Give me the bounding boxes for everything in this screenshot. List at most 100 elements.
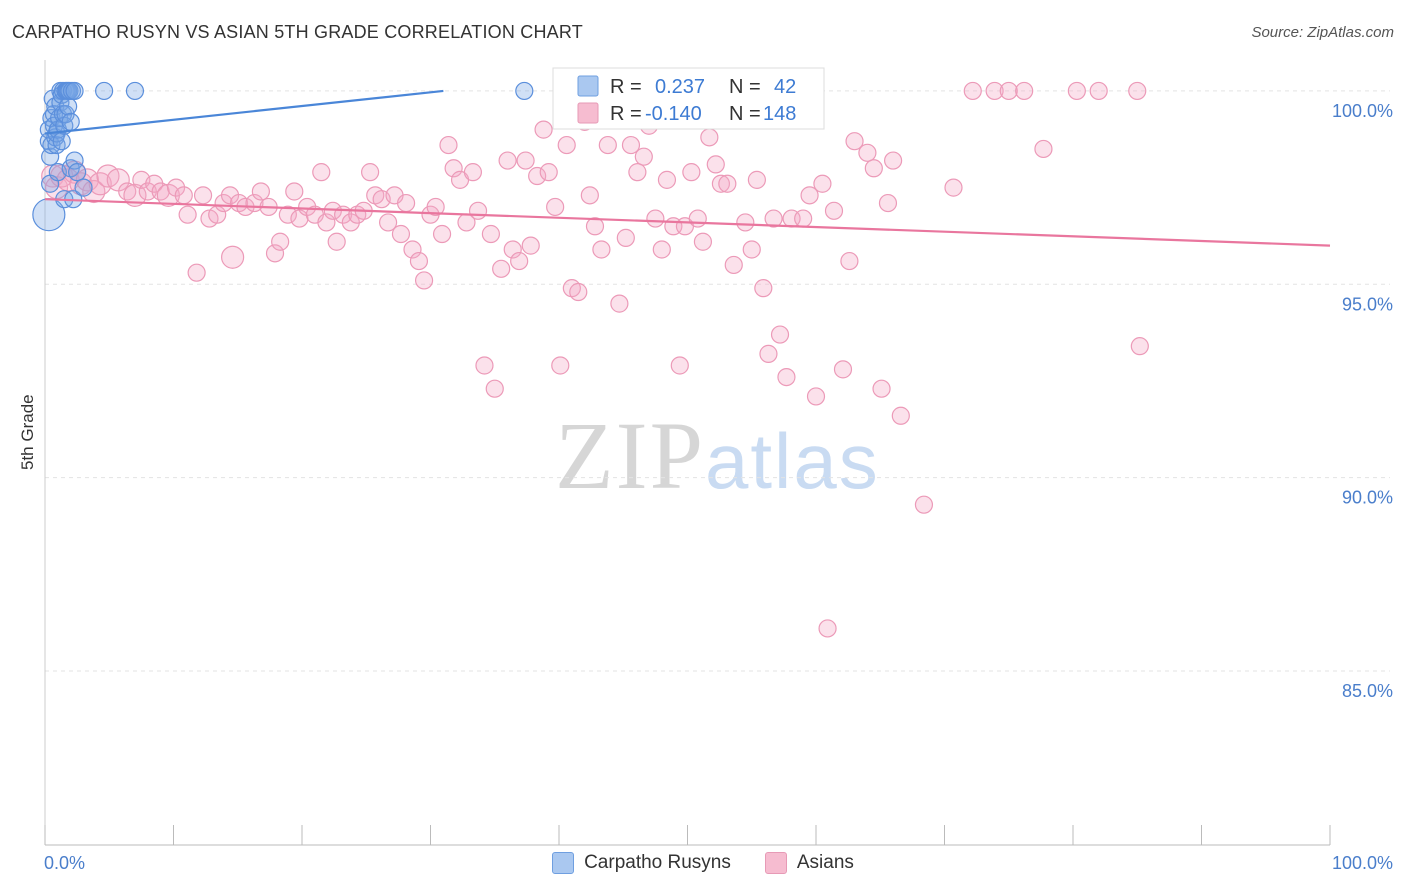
point-asians [682, 163, 701, 182]
point-carpatho-rusyns [65, 81, 84, 101]
point-asians [498, 151, 517, 170]
point-asians [652, 240, 671, 259]
point-carpatho-rusyns [125, 81, 145, 101]
point-asians [510, 251, 529, 271]
point-asians [534, 120, 553, 139]
point-carpatho-rusyns [52, 132, 71, 151]
point-asians [475, 356, 494, 375]
point-asians [864, 159, 883, 178]
point-asians [187, 263, 206, 282]
point-asians [521, 236, 540, 255]
y-tick-label: 90.0% [1342, 488, 1393, 508]
y-tick-label: 85.0% [1342, 681, 1393, 701]
point-asians [592, 240, 611, 259]
point-asians [546, 197, 565, 217]
point-asians [551, 356, 570, 375]
point-asians [271, 232, 290, 251]
point-asians [265, 244, 285, 263]
point-asians [628, 163, 647, 182]
point-asians [840, 251, 859, 271]
point-asians [557, 135, 576, 155]
point-asians [403, 240, 422, 259]
point-asians [806, 387, 826, 406]
point-asians [1089, 81, 1108, 101]
source-credit[interactable]: Source: ZipAtlas.com [1251, 24, 1394, 41]
point-asians [963, 81, 982, 101]
point-asians [724, 255, 743, 275]
point-asians [634, 147, 653, 166]
point-asians [492, 259, 511, 278]
point-asians [770, 325, 790, 344]
point-asians [426, 197, 445, 217]
x-tick-label-min: 0.0% [44, 853, 85, 873]
stats-blue-n-value: 42 [774, 76, 796, 98]
point-asians [742, 240, 761, 259]
point-asians [610, 294, 629, 313]
legend-item-asians[interactable]: Asians [764, 852, 854, 874]
point-asians [123, 183, 147, 207]
point-asians [539, 163, 558, 182]
point-asians [616, 228, 635, 247]
point-carpatho-rusyns [95, 81, 114, 101]
point-asians [777, 367, 796, 387]
point-asians [999, 81, 1018, 101]
point-asians [391, 224, 411, 244]
point-asians [794, 209, 813, 228]
point-asians [858, 143, 877, 162]
stats-pink-n-value: 148 [763, 103, 796, 125]
point-asians [580, 186, 599, 205]
point-asians [693, 232, 713, 251]
stats-pink-swatch [577, 102, 599, 124]
point-carpatho-rusyns [68, 163, 87, 182]
point-carpatho-rusyns [59, 97, 78, 116]
point-asians [813, 174, 832, 193]
point-asians [706, 155, 725, 174]
point-asians [883, 151, 903, 170]
stats-pink-n-label: N = [729, 103, 761, 125]
point-asians [845, 132, 864, 151]
point-asians [485, 379, 504, 398]
stats-blue-r-value: 0.237 [655, 76, 705, 98]
tick-labels: 85.0% 90.0% 95.0% 100.0% 0.0% 100.0% [44, 101, 1393, 873]
y-tick-label: 95.0% [1342, 294, 1393, 314]
point-asians [82, 179, 106, 204]
legend-item-carpatho-rusyns[interactable]: Carpatho Rusyns [552, 852, 731, 874]
point-asians [118, 182, 137, 201]
point-asians [700, 128, 719, 147]
stats-box: R = 0.237 N = 42 R = -0.140 N = 148 [552, 67, 825, 130]
point-asians [824, 201, 844, 220]
point-asians [818, 619, 837, 638]
point-asians [317, 213, 336, 232]
point-asians [285, 182, 304, 201]
point-asians [670, 356, 689, 375]
point-asians [872, 379, 891, 398]
point-asians [221, 245, 245, 269]
trend-line-carpatho-rusyns [44, 89, 444, 135]
legend-swatch-blue [552, 852, 575, 874]
y-tick-label: 100.0% [1332, 101, 1393, 121]
point-asians [298, 197, 317, 217]
stats-pink-r-value: -0.140 [645, 103, 702, 125]
point-asians [736, 213, 755, 232]
stats-blue-r-label: R = [610, 76, 642, 98]
data-points [32, 81, 1149, 638]
point-asians [463, 163, 483, 182]
stats-blue-swatch [577, 75, 599, 97]
point-asians [361, 163, 380, 182]
point-asians [914, 495, 934, 514]
point-asians [432, 224, 452, 244]
point-asians [598, 135, 617, 155]
watermark: ZIPatlas [555, 400, 880, 511]
point-asians [688, 209, 707, 228]
point-asians [718, 174, 737, 193]
point-asians [251, 182, 270, 201]
point-asians [396, 193, 416, 213]
point-asians [439, 135, 458, 155]
point-asians [312, 163, 331, 182]
point-asians [178, 205, 197, 224]
legend-swatch-pink [764, 852, 787, 874]
point-asians [193, 186, 213, 205]
point-asians [468, 201, 488, 220]
trend-lines [44, 89, 1331, 247]
